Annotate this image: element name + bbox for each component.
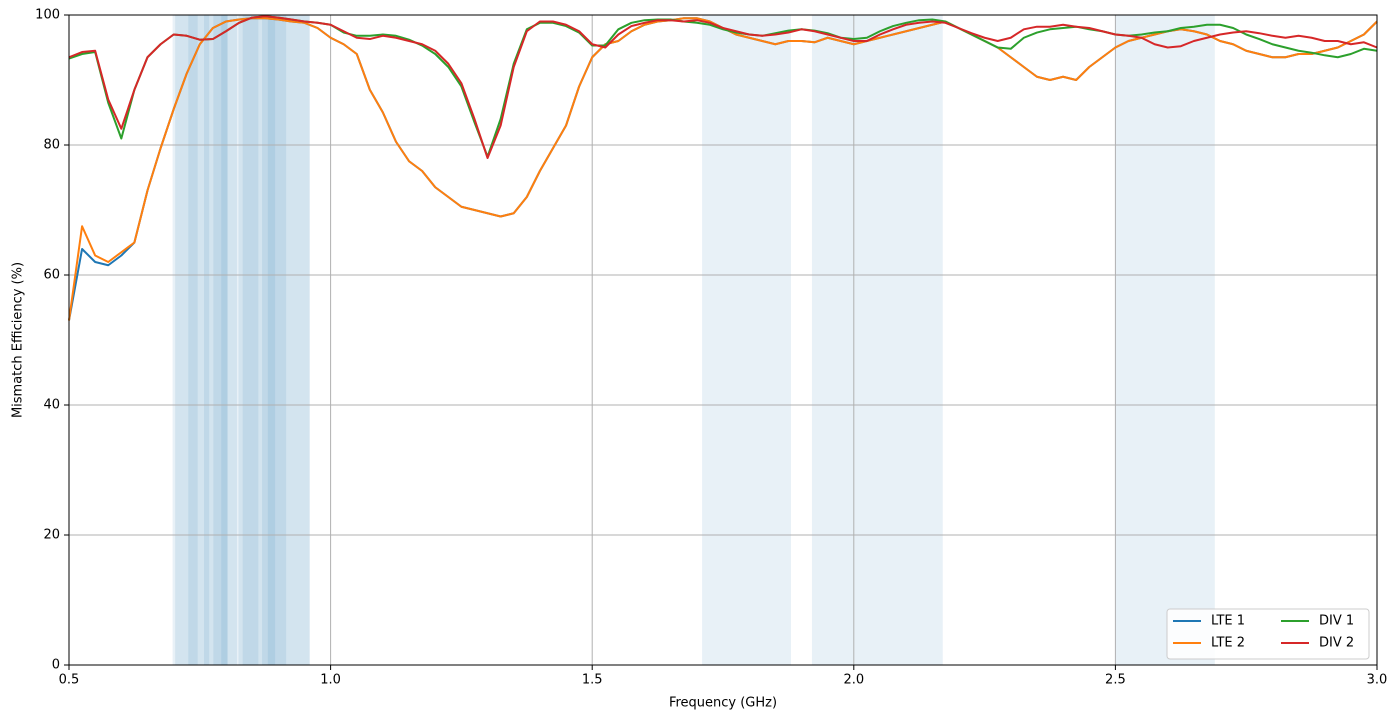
shaded-band bbox=[267, 15, 310, 665]
shaded-band bbox=[242, 15, 287, 665]
legend-box bbox=[1166, 608, 1370, 660]
x-axis-label: Frequency (GHz) bbox=[669, 696, 777, 711]
legend-label: LTE 1 bbox=[1211, 614, 1245, 629]
x-tick-label: 1.0 bbox=[320, 673, 341, 688]
y-tick-label: 20 bbox=[43, 528, 60, 543]
x-tick-label: 1.5 bbox=[582, 673, 603, 688]
shaded-band bbox=[221, 15, 259, 665]
shaded-band bbox=[238, 15, 276, 665]
y-tick-label: 60 bbox=[43, 268, 60, 283]
y-tick-label: 0 bbox=[52, 658, 60, 673]
x-tick-label: 3.0 bbox=[1367, 673, 1388, 688]
series-line bbox=[68, 15, 1378, 159]
shaded-band bbox=[262, 15, 310, 665]
shaded-band bbox=[213, 15, 237, 665]
shaded-band bbox=[172, 15, 198, 665]
legend-label: LTE 2 bbox=[1211, 636, 1245, 651]
shaded-band bbox=[203, 15, 228, 665]
shaded-band bbox=[175, 15, 228, 665]
bands bbox=[172, 15, 1215, 665]
legend-label: DIV 2 bbox=[1319, 636, 1354, 651]
shaded-band bbox=[188, 15, 210, 665]
y-tick-label: 100 bbox=[35, 8, 60, 23]
shaded-band bbox=[811, 15, 943, 665]
shaded-band bbox=[702, 15, 792, 665]
y-axis-label: Mismatch Efficiency (%) bbox=[11, 262, 26, 418]
y-tick-label: 80 bbox=[43, 138, 60, 153]
x-tick-label: 0.5 bbox=[59, 673, 80, 688]
x-tick-label: 2.5 bbox=[1105, 673, 1126, 688]
legend-label: DIV 1 bbox=[1319, 614, 1354, 629]
plot-frame bbox=[68, 14, 1378, 666]
shaded-band bbox=[1115, 15, 1215, 665]
y-tick-label: 40 bbox=[43, 398, 60, 413]
legend: LTE 1 LTE 2 DIV 1 DIV 2 bbox=[1166, 608, 1370, 660]
x-tick-label: 2.0 bbox=[843, 673, 864, 688]
ticks: 0.5 1.0 1.5 2.0 2.5 3.0 0 20 40 60 80 100 bbox=[35, 8, 1387, 688]
lines bbox=[68, 15, 1378, 321]
